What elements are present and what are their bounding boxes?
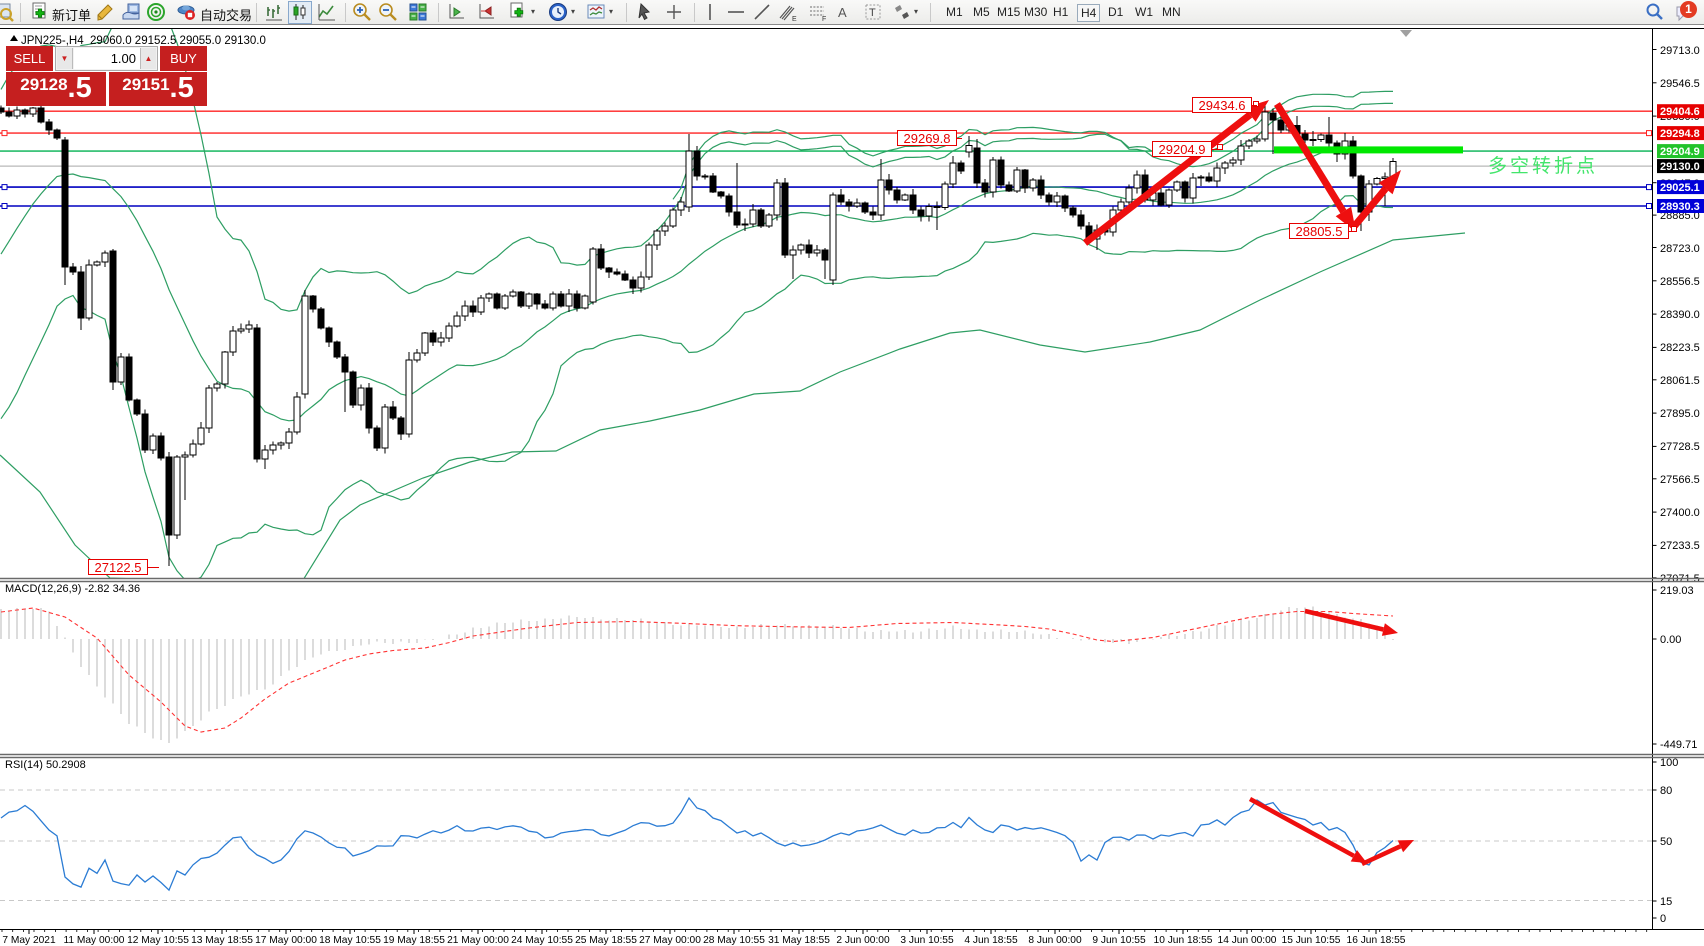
svg-text:JPN225-,H4 29060.0 29152.5 29: JPN225-,H4 29060.0 29152.5 29055.0 29130…: [21, 35, 266, 47]
svg-text:50: 50: [1660, 836, 1672, 848]
svg-text:16 Jun 18:55: 16 Jun 18:55: [1347, 935, 1406, 946]
svg-text:15: 15: [1660, 896, 1672, 908]
svg-text:8 Jun 00:00: 8 Jun 00:00: [1028, 935, 1082, 946]
svg-text:100: 100: [1660, 757, 1678, 769]
svg-text:28723.0: 28723.0: [1660, 243, 1700, 255]
svg-text:MACD(12,26,9) -2.82 34.36: MACD(12,26,9) -2.82 34.36: [5, 583, 140, 595]
svg-text:28061.5: 28061.5: [1660, 375, 1700, 387]
svg-text:29546.5: 29546.5: [1660, 78, 1700, 90]
svg-text:27400.0: 27400.0: [1660, 507, 1700, 519]
svg-text:0.00: 0.00: [1660, 634, 1681, 646]
svg-text:14 Jun 00:00: 14 Jun 00:00: [1218, 935, 1277, 946]
svg-text:18 May 10:55: 18 May 10:55: [319, 935, 381, 946]
svg-text:27895.0: 27895.0: [1660, 408, 1700, 420]
svg-text:7 May 2021: 7 May 2021: [2, 935, 56, 946]
svg-text:0: 0: [1660, 913, 1666, 925]
svg-text:12 May 10:55: 12 May 10:55: [127, 935, 189, 946]
svg-text:25 May 18:55: 25 May 18:55: [575, 935, 637, 946]
svg-text:29025.1: 29025.1: [1660, 182, 1700, 194]
svg-text:219.03: 219.03: [1660, 585, 1694, 597]
svg-text:80: 80: [1660, 785, 1672, 797]
svg-text:29130.0: 29130.0: [1660, 161, 1700, 173]
svg-text:27728.5: 27728.5: [1660, 441, 1700, 453]
svg-text:29204.9: 29204.9: [1660, 146, 1700, 158]
svg-text:29404.6: 29404.6: [1660, 106, 1700, 118]
svg-text:27 May 00:00: 27 May 00:00: [639, 935, 701, 946]
svg-text:31 May 18:55: 31 May 18:55: [768, 935, 830, 946]
svg-text:28930.3: 28930.3: [1660, 201, 1700, 213]
svg-text:11 May 00:00: 11 May 00:00: [64, 935, 125, 946]
svg-text:4 Jun 18:55: 4 Jun 18:55: [964, 935, 1018, 946]
svg-text:17 May 00:00: 17 May 00:00: [255, 935, 317, 946]
svg-text:15 Jun 10:55: 15 Jun 10:55: [1282, 935, 1341, 946]
svg-text:9 Jun 10:55: 9 Jun 10:55: [1092, 935, 1146, 946]
svg-text:RSI(14) 50.2908: RSI(14) 50.2908: [5, 759, 86, 771]
svg-text:27233.5: 27233.5: [1660, 540, 1700, 552]
svg-text:28556.5: 28556.5: [1660, 276, 1700, 288]
svg-text:29713.0: 29713.0: [1660, 45, 1700, 57]
svg-text:T: T: [869, 7, 876, 19]
svg-text:28223.5: 28223.5: [1660, 342, 1700, 354]
svg-text:19 May 18:55: 19 May 18:55: [383, 935, 445, 946]
svg-text:E: E: [792, 16, 797, 22]
svg-text:13 May 18:55: 13 May 18:55: [191, 935, 253, 946]
svg-text:28390.0: 28390.0: [1660, 309, 1700, 321]
svg-text:2 Jun 00:00: 2 Jun 00:00: [836, 935, 890, 946]
svg-text:27566.5: 27566.5: [1660, 474, 1700, 486]
svg-text:-449.71: -449.71: [1660, 739, 1697, 751]
svg-text:10 Jun 18:55: 10 Jun 18:55: [1154, 935, 1213, 946]
svg-text:3 Jun 10:55: 3 Jun 10:55: [900, 935, 954, 946]
svg-text:29294.8: 29294.8: [1660, 128, 1700, 140]
svg-text:28 May 10:55: 28 May 10:55: [703, 935, 765, 946]
svg-text:24 May 10:55: 24 May 10:55: [511, 935, 573, 946]
svg-text:21 May 00:00: 21 May 00:00: [447, 935, 509, 946]
svg-text:F: F: [822, 16, 826, 22]
